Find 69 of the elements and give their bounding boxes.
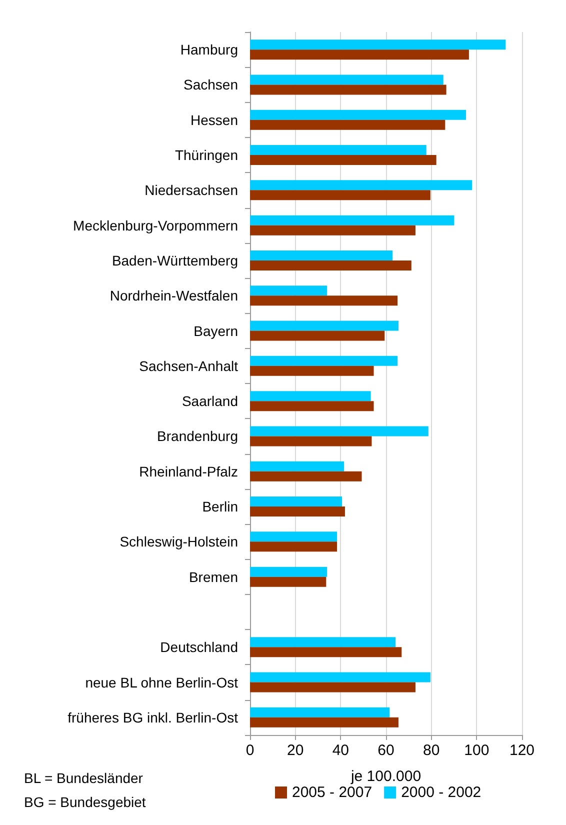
bar: [250, 391, 371, 402]
bar: [250, 155, 436, 166]
bar: [250, 436, 372, 446]
bar: [250, 707, 390, 718]
bar: [250, 250, 393, 260]
bar: [250, 647, 402, 658]
bar: [250, 320, 398, 331]
bar: [250, 506, 345, 517]
bar: [250, 356, 398, 366]
y-tick-label: Nordrhein-Westfalen: [110, 288, 238, 304]
bar: [250, 225, 416, 236]
bar: [250, 672, 430, 682]
y-tick-label: Brandenburg: [157, 428, 238, 444]
y-tick-label: Thüringen: [174, 147, 238, 164]
y-tick-label: neue BL ohne Berlin-Ost: [85, 674, 238, 690]
x-tick-label: 80: [422, 742, 440, 759]
bar: [250, 50, 469, 60]
bar: [250, 296, 398, 306]
y-tick-label: Hessen: [190, 112, 238, 128]
x-tick-label: 100: [464, 742, 490, 759]
x-tick-label: 20: [286, 742, 304, 759]
bar: [250, 190, 430, 200]
x-tick-label: 60: [378, 742, 394, 759]
bar: [250, 84, 446, 95]
y-tick-label: Baden-Württemberg: [112, 252, 238, 268]
bar: [250, 260, 412, 270]
y-tick-label: Berlin: [202, 498, 238, 515]
bar: [250, 40, 506, 50]
bar: [250, 215, 454, 226]
bar: [250, 426, 428, 436]
bar: [250, 637, 396, 648]
bar: [250, 461, 344, 472]
y-tick-label: Bayern: [194, 322, 238, 339]
bar: [250, 145, 426, 156]
x-axis-title: je 100.000: [350, 768, 422, 785]
y-tick-label: Sachsen: [184, 76, 238, 93]
bar: [250, 682, 416, 692]
bar: [250, 576, 326, 587]
bar: [250, 471, 362, 482]
bar: [250, 542, 338, 552]
x-tick-label: 40: [332, 742, 350, 759]
bar: [250, 330, 385, 341]
bar: [250, 496, 342, 507]
bar: [250, 180, 472, 190]
bar: [250, 401, 374, 412]
y-tick-label: Saarland: [182, 393, 238, 410]
text: BL = Bundesländer: [24, 770, 143, 786]
bar: [250, 532, 338, 542]
legend-label: 2000 - 2002: [401, 784, 482, 801]
y-tick-label: Rheinland-Pfalz: [139, 463, 238, 480]
bar: [250, 286, 328, 296]
x-tick-label: 0: [246, 742, 254, 759]
y-tick-label: Niedersachsen: [144, 182, 238, 198]
y-tick-label: Schleswig-Holstein: [120, 534, 238, 550]
y-tick-label: Mecklenburg-Vorpommern: [73, 217, 238, 234]
y-tick-label: Bremen: [188, 568, 238, 585]
bar: [250, 120, 446, 130]
legend-label: 2005 - 2007: [292, 784, 372, 801]
bar: [250, 566, 328, 577]
y-tick-label: früheres BG inkl. Berlin-Ost: [68, 709, 238, 726]
x-tick-label: 120: [509, 742, 535, 759]
bar: [250, 110, 466, 120]
y-tick-label: Hamburg: [180, 42, 238, 58]
bar: [250, 366, 374, 376]
text: BG = Bundesgebiet: [24, 794, 146, 810]
bar: [250, 74, 444, 85]
y-tick-label: Deutschland: [160, 639, 238, 656]
bar: [250, 717, 398, 728]
y-tick-label: Sachsen-Anhalt: [139, 358, 238, 374]
